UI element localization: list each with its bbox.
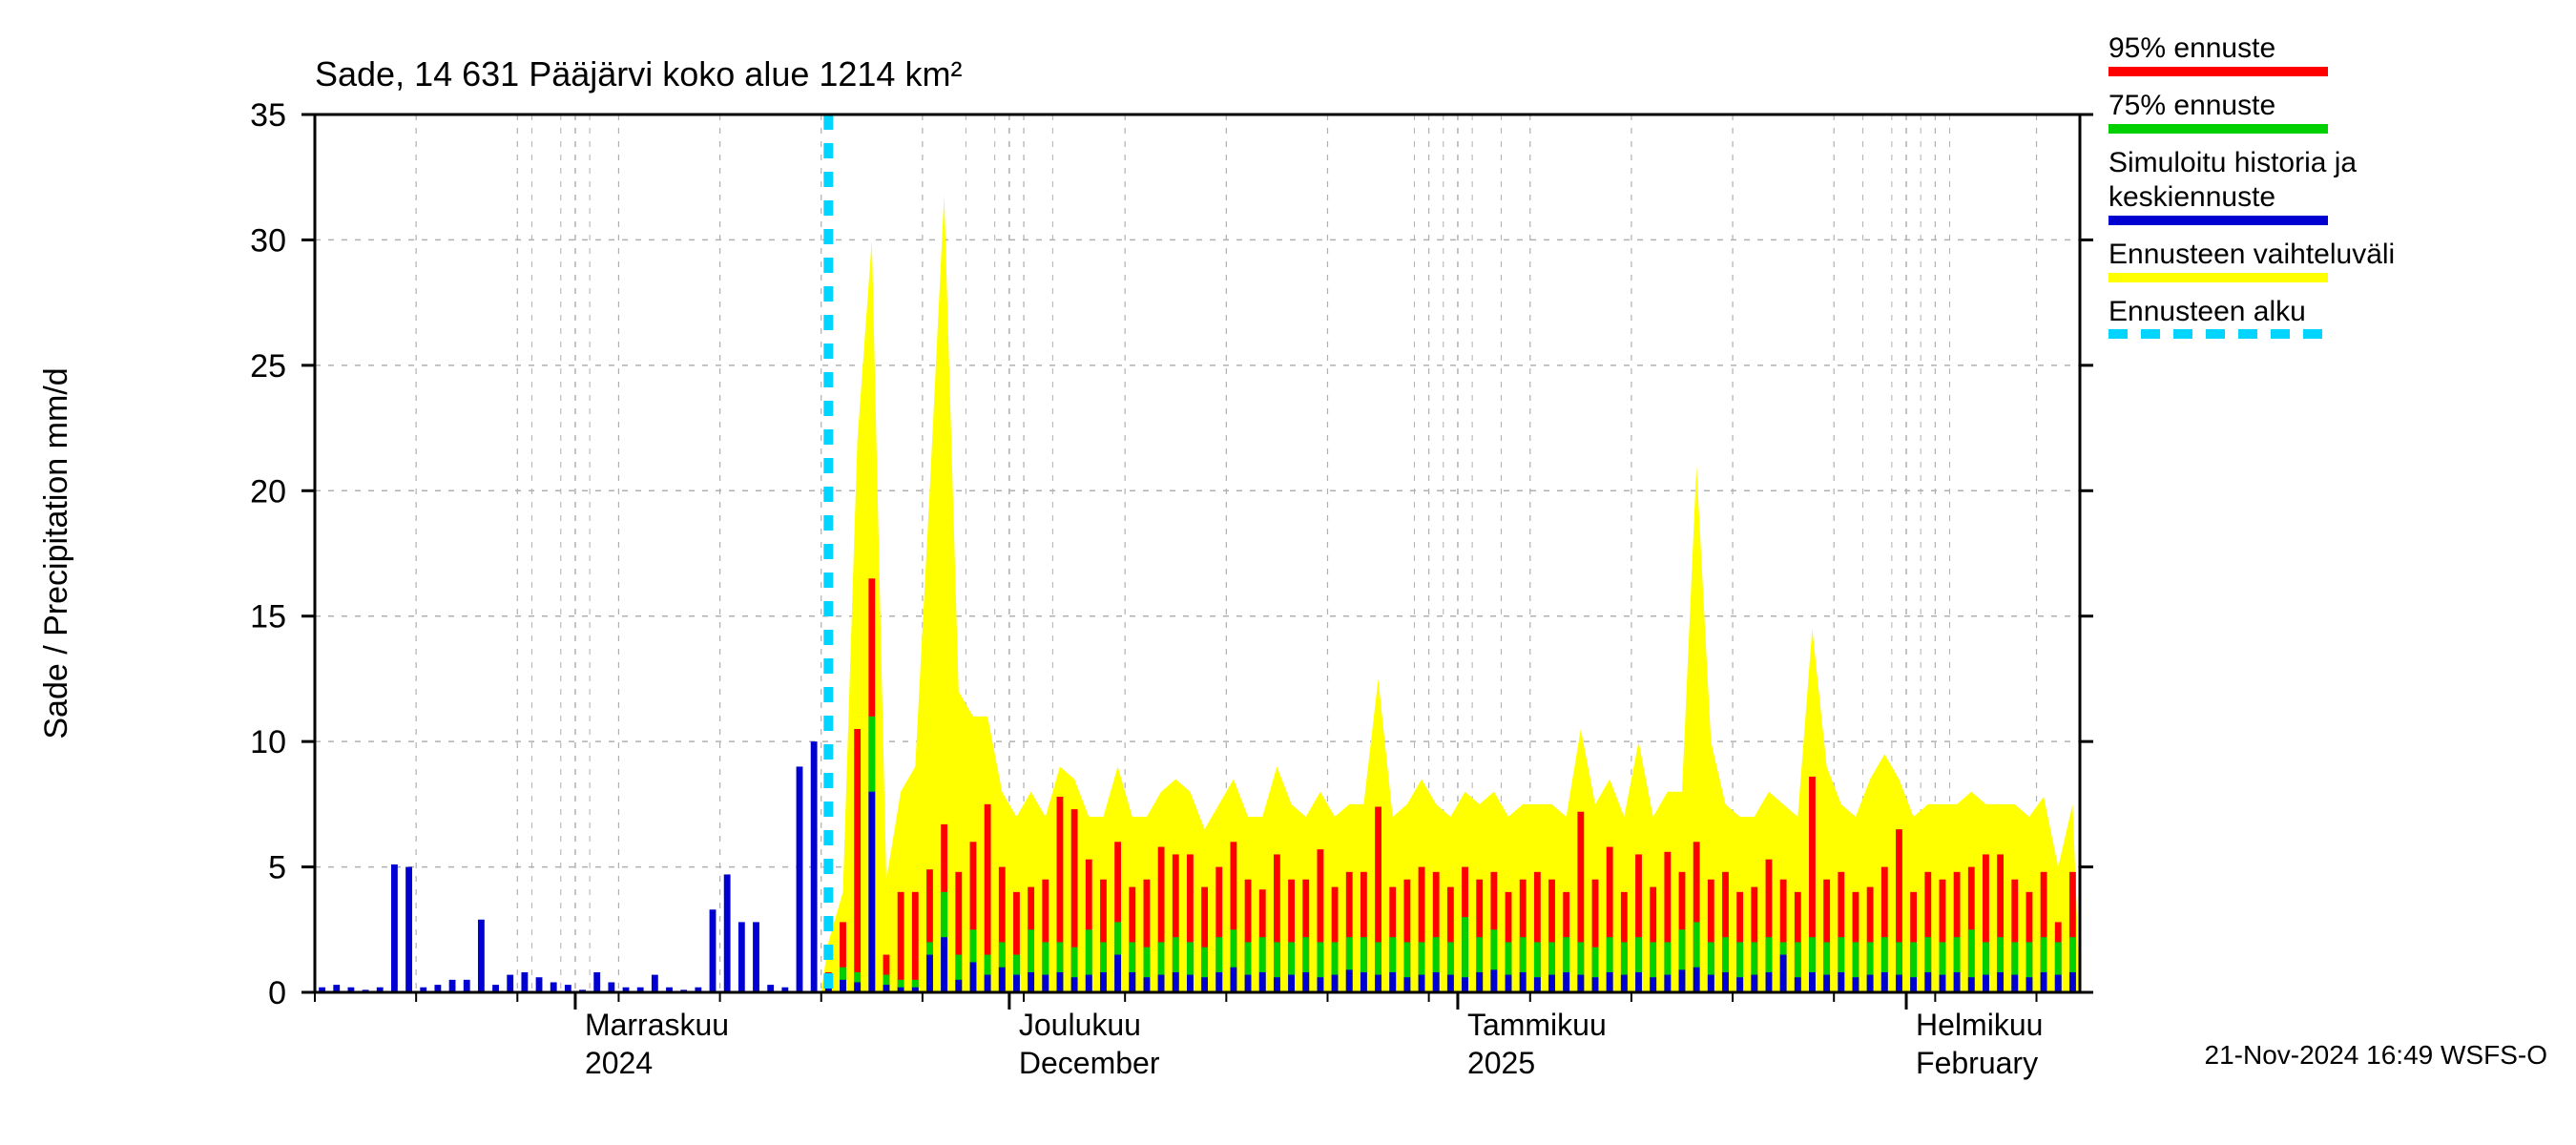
legend-swatch	[2109, 273, 2328, 282]
legend-label: Ennusteen vaihteluväli	[2109, 239, 2395, 270]
x-tick-label-top: Joulukuu	[1019, 1008, 1141, 1042]
y-tick-label: 10	[250, 724, 286, 760]
x-tick-label-bottom: 2025	[1467, 1046, 1535, 1080]
y-tick-label: 35	[250, 97, 286, 134]
legend-swatch	[2109, 216, 2328, 225]
y-tick-label: 25	[250, 348, 286, 385]
chart-timestamp: 21-Nov-2024 16:49 WSFS-O	[2205, 1040, 2548, 1070]
chart-title: Sade, 14 631 Pääjärvi koko alue 1214 km²	[315, 54, 962, 94]
y-tick-label: 20	[250, 473, 286, 510]
x-tick-label-top: Helmikuu	[1916, 1008, 2043, 1042]
legend-label: Ennusteen alku	[2109, 296, 2306, 327]
x-tick-label-bottom: 2024	[585, 1046, 653, 1080]
x-tick-label-top: Tammikuu	[1467, 1008, 1607, 1042]
y-tick-label: 5	[268, 850, 286, 886]
precipitation-chart: 05101520253035Marraskuu2024JoulukuuDecem…	[0, 0, 2576, 1145]
legend-label: 75% ennuste	[2109, 90, 2275, 121]
x-tick-label-bottom: December	[1019, 1046, 1160, 1080]
legend-swatch	[2109, 67, 2328, 76]
legend-swatch	[2109, 124, 2328, 134]
x-tick-label-bottom: February	[1916, 1046, 2038, 1080]
y-tick-label: 30	[250, 222, 286, 259]
legend-label: Simuloitu historia ja	[2109, 147, 2357, 178]
y-tick-label: 0	[268, 975, 286, 1011]
x-tick-label-top: Marraskuu	[585, 1008, 729, 1042]
legend-label: keskiennuste	[2109, 181, 2275, 213]
y-tick-label: 15	[250, 599, 286, 635]
y-axis-label: Sade / Precipitation mm/d	[38, 367, 74, 739]
legend-label: 95% ennuste	[2109, 32, 2275, 64]
